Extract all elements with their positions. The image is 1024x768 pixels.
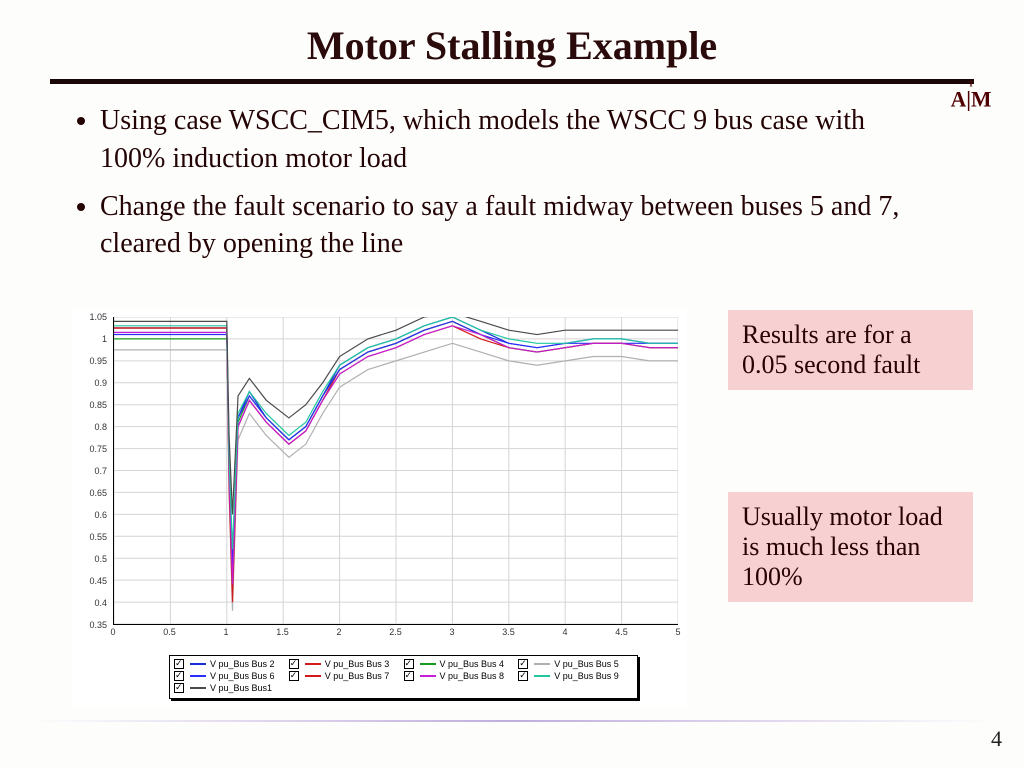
legend-label: V pu_Bus Bus1 [210,683,272,693]
bullet-item: Using case WSCC_CIM5, which models the W… [100,102,929,178]
legend-label: V pu_Bus Bus 5 [554,659,619,669]
svg-text:T: T [968,79,974,88]
legend-item: V pu_Bus Bus 6 [174,671,289,681]
callout-motor-load: Usually motor load is much less than 100… [728,492,973,602]
x-axis-labels: 00.511.522.533.544.55 [113,627,678,641]
legend-item: V pu_Bus Bus 7 [289,671,404,681]
plot-area [113,317,678,625]
legend-label: V pu_Bus Bus 3 [325,659,390,669]
legend-checkbox[interactable] [289,671,299,681]
legend-item: V pu_Bus Bus 9 [518,671,633,681]
page-number: 4 [991,726,1002,752]
legend-item: V pu_Bus Bus 3 [289,659,404,669]
legend-checkbox[interactable] [518,659,528,669]
callout-results: Results are for a 0.05 second fault [728,310,973,390]
legend-checkbox[interactable] [518,671,528,681]
legend-swatch [190,663,206,665]
bullet-item: Change the fault scenario to say a fault… [100,188,929,264]
atm-logo: A|M T [946,78,996,118]
legend-item: V pu_Bus Bus 8 [404,671,519,681]
chart-legend: V pu_Bus Bus 2 V pu_Bus Bus 3 V pu_Bus Bus… [169,655,638,699]
legend-item: V pu_Bus Bus 4 [404,659,519,669]
svg-text:A|M: A|M [951,87,992,111]
legend-checkbox[interactable] [174,659,184,669]
legend-swatch [534,675,550,677]
legend-swatch [190,687,206,689]
legend-swatch [305,663,321,665]
legend-swatch [420,663,436,665]
legend-swatch [534,663,550,665]
legend-swatch [305,675,321,677]
legend-label: V pu_Bus Bus 8 [440,671,505,681]
legend-checkbox[interactable] [404,671,414,681]
slide: Motor Stalling Example A|M T Using case … [0,0,1024,768]
voltage-chart: 0.350.40.450.50.550.60.650.70.750.80.850… [72,308,687,708]
legend-item: V pu_Bus Bus 2 [174,659,289,669]
legend-checkbox[interactable] [174,683,184,693]
legend-item: V pu_Bus Bus1 [174,683,289,693]
bullet-list: Using case WSCC_CIM5, which models the W… [0,84,1024,263]
legend-swatch [420,675,436,677]
legend-checkbox[interactable] [174,671,184,681]
y-axis-labels: 0.350.40.450.50.550.60.650.70.750.80.850… [73,317,111,625]
footer-rule [30,720,994,722]
page-title: Motor Stalling Example [0,0,1024,69]
legend-label: V pu_Bus Bus 7 [325,671,390,681]
legend-checkbox[interactable] [404,659,414,669]
legend-label: V pu_Bus Bus 9 [554,671,619,681]
legend-item: V pu_Bus Bus 5 [518,659,633,669]
legend-label: V pu_Bus Bus 6 [210,671,275,681]
legend-label: V pu_Bus Bus 2 [210,659,275,669]
chart-svg [114,317,678,624]
legend-swatch [190,675,206,677]
legend-checkbox[interactable] [289,659,299,669]
legend-label: V pu_Bus Bus 4 [440,659,505,669]
